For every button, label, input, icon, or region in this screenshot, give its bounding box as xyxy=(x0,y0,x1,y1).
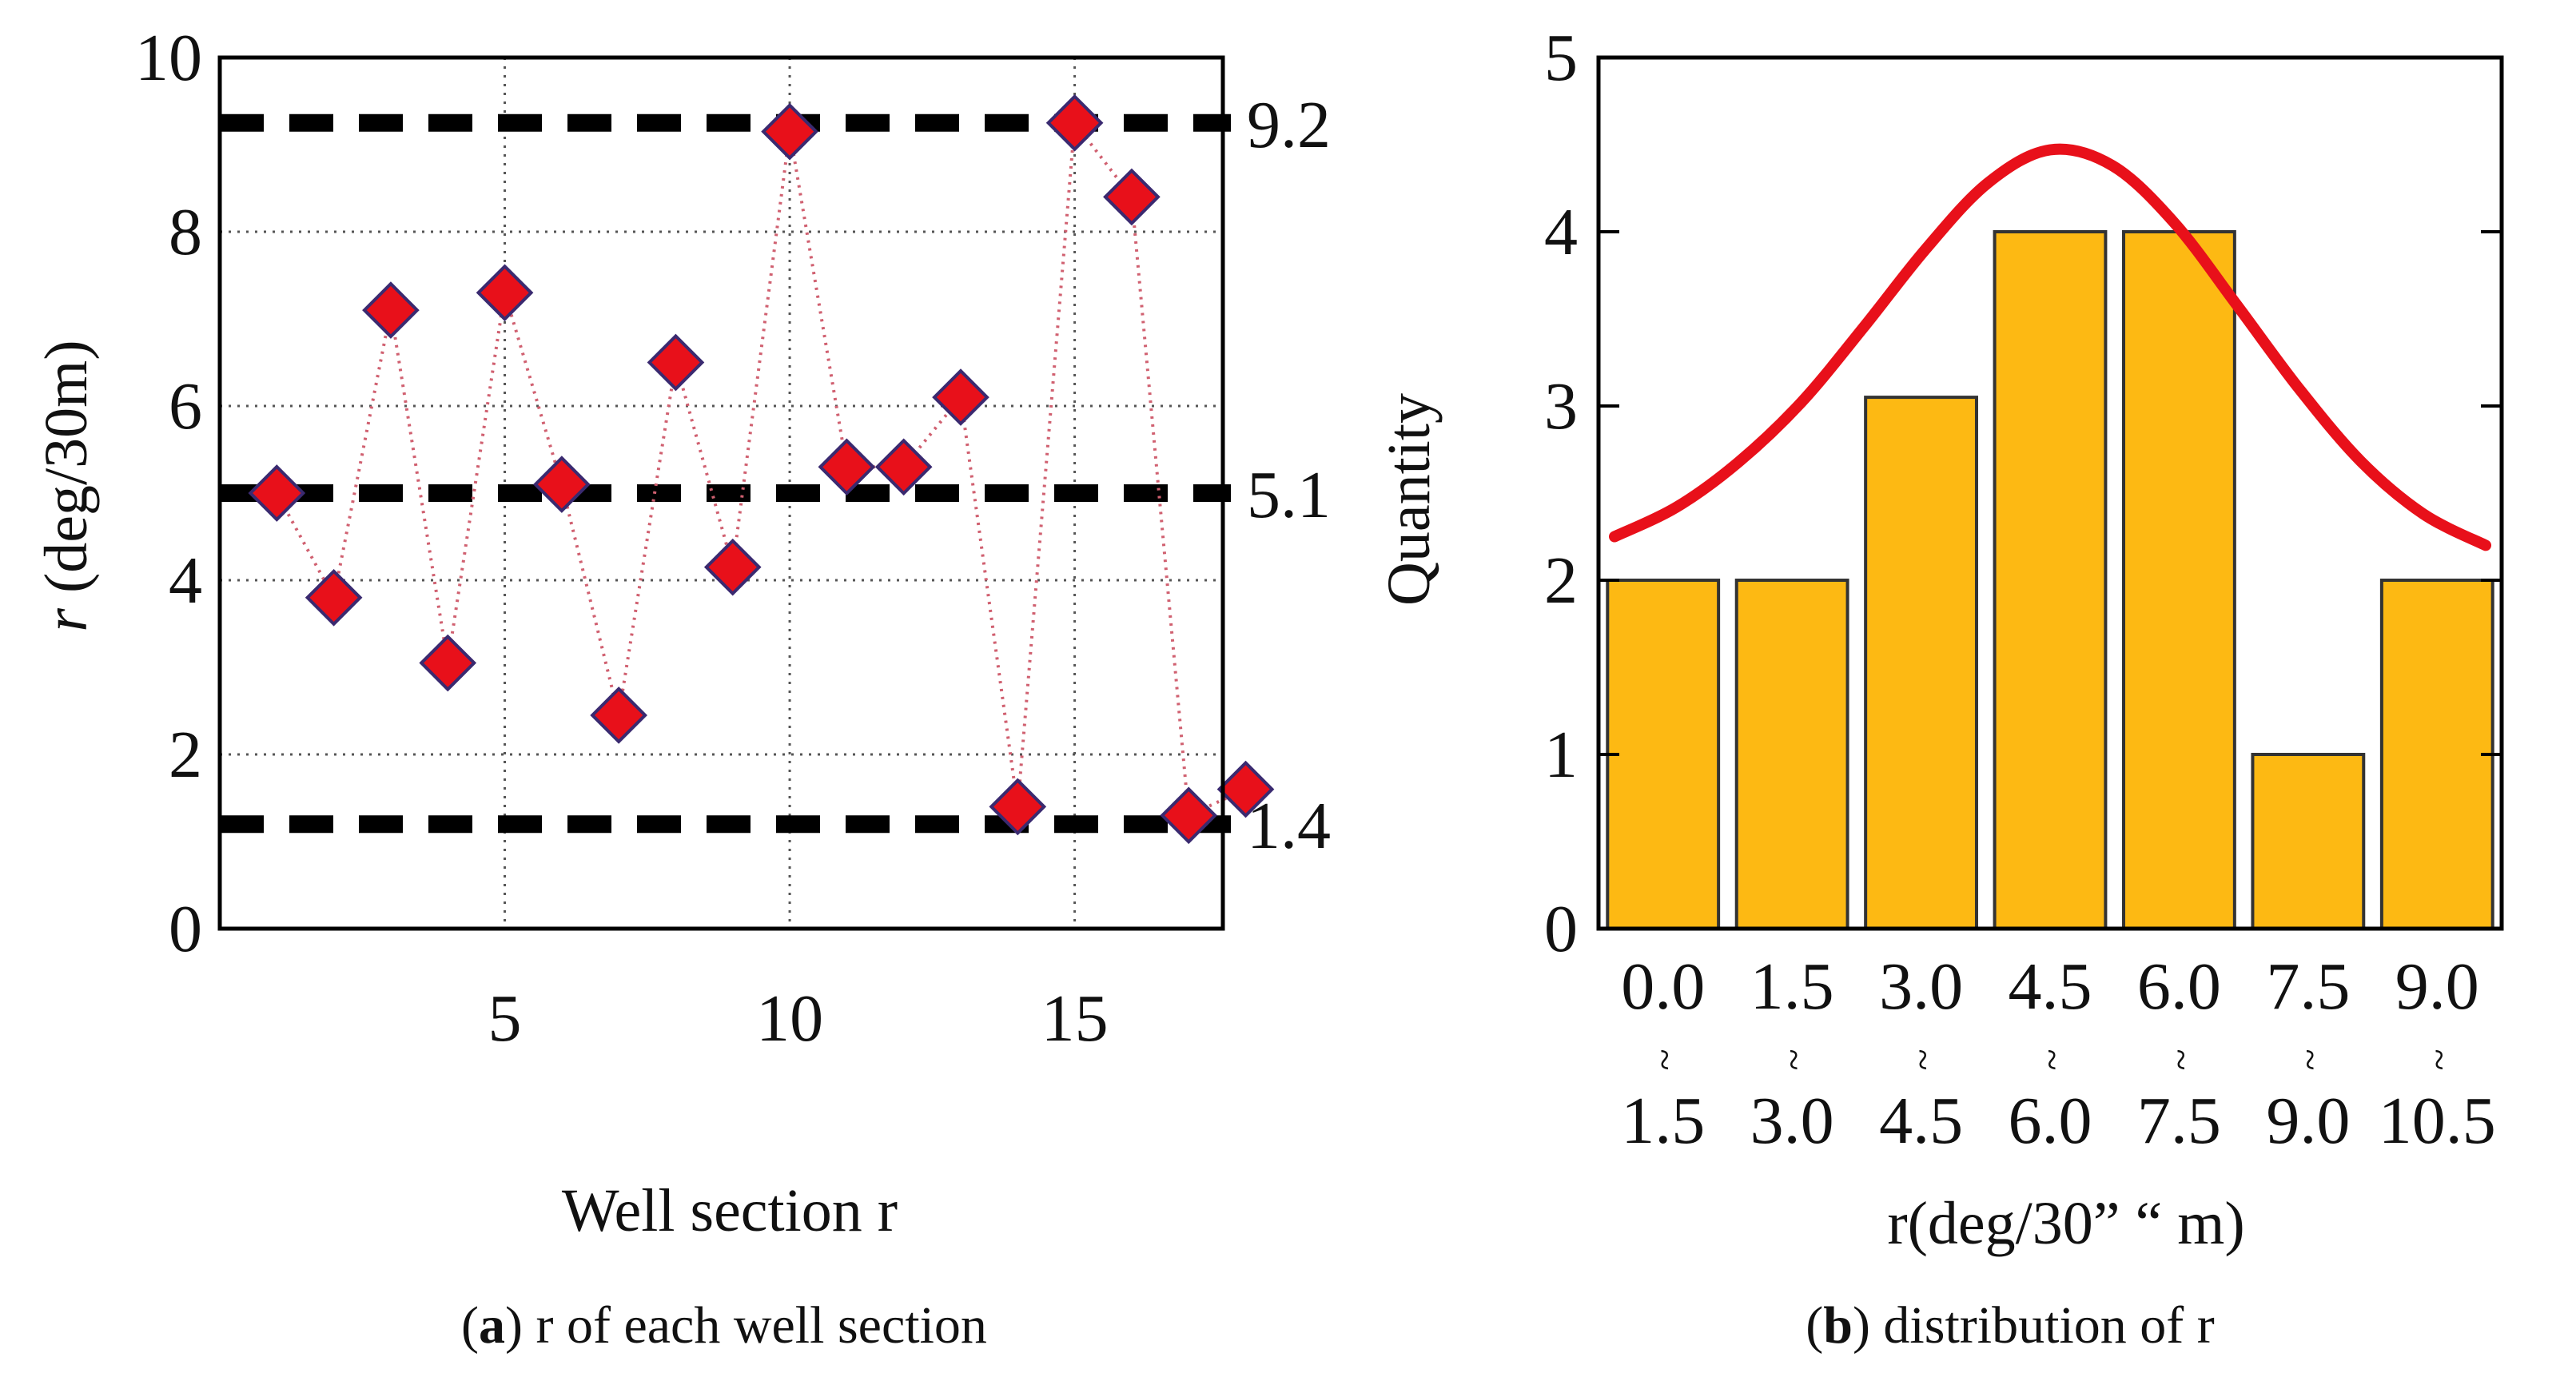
data-point-marker xyxy=(874,438,933,496)
data-point-marker xyxy=(248,464,306,522)
chart-a-x-tick-labels: 5 10 15 xyxy=(488,981,1109,1056)
x-category-from: 3.0 xyxy=(1879,949,1963,1024)
histogram-bar xyxy=(2251,753,2366,930)
data-point-marker xyxy=(305,568,363,627)
reference-label: 5.1 xyxy=(1247,458,1331,532)
y-tick-label: 4 xyxy=(1544,195,1578,269)
x-category-separator: ~ xyxy=(1901,1049,1946,1070)
reference-label: 1.4 xyxy=(1247,789,1331,863)
x-category-from: 9.0 xyxy=(2395,949,2479,1024)
y-tick-label: 1 xyxy=(1544,718,1578,792)
y-tick-label: 10 xyxy=(135,21,202,95)
x-category-to: 1.5 xyxy=(1621,1084,1705,1158)
data-point-marker xyxy=(1045,94,1104,152)
data-point-marker xyxy=(647,333,705,392)
histogram-bar xyxy=(1993,230,2108,930)
x-category-from: 7.5 xyxy=(2266,949,2350,1024)
chart-b-bars xyxy=(1606,230,2494,931)
x-category-from: 6.0 xyxy=(2137,949,2221,1024)
chart-a-x-axis-title: Well section r xyxy=(562,1177,898,1244)
data-point-marker xyxy=(932,368,989,426)
x-category-separator: ~ xyxy=(2030,1049,2075,1070)
reference-label: 9.2 xyxy=(1247,88,1331,162)
chart-a-reference-lines xyxy=(220,113,1231,834)
x-category-to: 4.5 xyxy=(1879,1084,1963,1158)
data-point-marker xyxy=(533,456,591,513)
chart-b-y-tick-labels: 0 1 2 3 4 5 xyxy=(1544,21,2502,966)
x-category-separator: ~ xyxy=(1772,1049,1817,1070)
x-category-separator: ~ xyxy=(2288,1049,2333,1070)
x-category-separator: ~ xyxy=(1643,1049,1688,1070)
data-point-marker xyxy=(989,778,1047,836)
x-category-to: 3.0 xyxy=(1750,1084,1834,1158)
data-point-marker xyxy=(362,281,420,339)
y-tick-label: 6 xyxy=(169,369,202,444)
x-category-to: 9.0 xyxy=(2266,1084,2350,1158)
y-tick-label: 0 xyxy=(169,892,202,966)
chart-a-reference-labels: 9.2 5.1 1.4 xyxy=(1247,88,1331,863)
x-category-from: 4.5 xyxy=(2009,949,2092,1024)
data-point-marker xyxy=(761,102,818,161)
x-category-to: 6.0 xyxy=(2009,1084,2092,1158)
chart-b-x-tick-labels: 0.0 ~1.5 1.5 ~3.0 3.0 ~4.5 4.5 ~6.0 6.0 ~7.5 7.5 ~9… xyxy=(1621,949,2496,1158)
x-tick-label: 15 xyxy=(1041,981,1109,1056)
data-point-marker xyxy=(703,538,762,596)
y-tick-label: 3 xyxy=(1544,369,1578,444)
chart-a-series-line xyxy=(275,118,1247,818)
histogram-bar xyxy=(1606,579,1721,930)
chart-a-plot-frame xyxy=(217,55,1225,931)
chart-b-y-axis-title: Quantity xyxy=(1376,393,1443,606)
data-point-marker xyxy=(1160,786,1218,845)
x-category-from: 0.0 xyxy=(1621,949,1705,1024)
chart-a-points xyxy=(248,94,1275,845)
histogram-bar xyxy=(2122,230,2236,930)
chart-b: 0 1 2 3 4 5 0.0 ~1.5 1.5 ~3.0 3.0 ~4.5 4.5 ~6.0 6.0 ~7… xyxy=(1376,21,2504,1355)
y-tick-label: 2 xyxy=(1544,543,1578,618)
y-tick-label: 0 xyxy=(1544,892,1578,966)
chart-b-plot-frame xyxy=(1596,55,2504,931)
x-category-separator: ~ xyxy=(2159,1049,2204,1070)
x-tick-label: 10 xyxy=(756,981,823,1056)
y-tick-label: 8 xyxy=(169,195,202,269)
x-category-to: 10.5 xyxy=(2379,1084,2496,1158)
data-point-marker xyxy=(590,687,647,744)
x-category-from: 1.5 xyxy=(1750,949,1834,1024)
y-tick-label: 4 xyxy=(169,543,202,618)
chart-a: 0 2 4 6 8 10 5 10 15 9.2 5.1 1.4 r (deg/30m) Well… xyxy=(33,21,1331,1355)
y-tick-label: 5 xyxy=(1544,21,1578,95)
data-point-marker xyxy=(1216,760,1275,818)
chart-b-fit-curve xyxy=(1609,143,2491,551)
x-category-to: 7.5 xyxy=(2137,1084,2221,1158)
data-point-marker xyxy=(476,264,534,322)
histogram-bar xyxy=(2379,579,2494,930)
data-point-marker xyxy=(419,634,477,692)
data-point-marker xyxy=(818,438,876,496)
x-category-separator: ~ xyxy=(2417,1049,2462,1070)
chart-a-gridlines xyxy=(220,58,1223,929)
histogram-bar xyxy=(1734,579,1849,930)
y-tick-label: 2 xyxy=(169,718,202,792)
chart-a-caption: (a) r of each well section xyxy=(461,1296,987,1355)
data-point-marker xyxy=(1103,168,1161,226)
histogram-bar xyxy=(1864,396,1978,931)
chart-a-y-tick-labels: 0 2 4 6 8 10 xyxy=(135,21,202,966)
chart-b-caption: (b) distribution of r xyxy=(1806,1296,2215,1355)
chart-a-y-axis-title: r (deg/30m) xyxy=(33,340,100,631)
x-tick-label: 5 xyxy=(488,981,522,1056)
chart-b-x-axis-title: r(deg/30” “ m) xyxy=(1887,1190,2244,1257)
